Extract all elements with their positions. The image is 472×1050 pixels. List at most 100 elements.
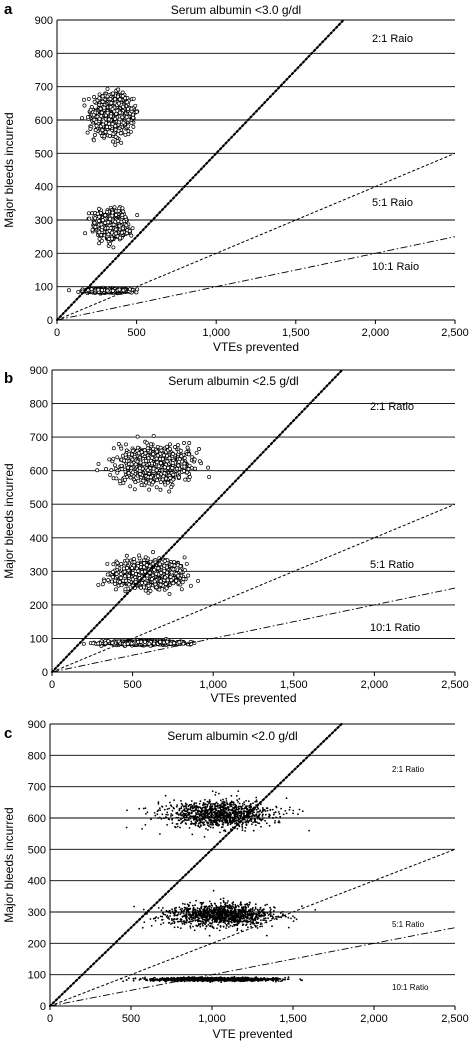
data-point	[121, 209, 126, 214]
data-point	[115, 470, 120, 475]
data-point	[87, 216, 92, 221]
data-point	[95, 114, 100, 119]
y-tick-label: 600	[28, 813, 46, 825]
scatter-points	[120, 790, 317, 984]
data-point	[103, 130, 108, 134]
data-point	[115, 560, 120, 565]
x-tick-label: 2,000	[361, 679, 389, 691]
data-point	[114, 571, 119, 576]
data-point	[107, 121, 112, 126]
panel-label: b	[4, 370, 13, 387]
data-point	[136, 569, 141, 573]
data-point	[130, 452, 134, 457]
y-tick-label: 0	[40, 1001, 46, 1013]
y-tick-label: 400	[28, 876, 46, 888]
data-point	[96, 461, 101, 466]
data-point	[171, 567, 176, 572]
data-point	[89, 287, 94, 292]
data-point	[155, 449, 159, 454]
data-point	[177, 475, 181, 480]
ratio-label: 5:1 Ratio	[370, 559, 414, 571]
y-tick-label: 200	[30, 600, 48, 612]
y-tick-label: 500	[30, 499, 48, 511]
data-point	[151, 480, 155, 485]
data-point	[114, 476, 119, 481]
data-point	[160, 477, 165, 482]
data-point	[156, 464, 161, 469]
data-point	[168, 574, 173, 579]
data-point	[109, 236, 114, 241]
data-point	[109, 101, 114, 105]
data-point	[106, 578, 111, 583]
data-point	[264, 819, 266, 822]
data-point	[123, 452, 128, 457]
data-point	[121, 566, 126, 571]
data-point	[140, 570, 144, 575]
x-tick-label: 0	[49, 679, 55, 691]
ratio-label: 10:1 Ratio	[370, 622, 420, 634]
data-point	[169, 485, 174, 489]
data-point	[94, 119, 99, 124]
scatter-points	[81, 433, 212, 648]
y-tick-label: 400	[35, 182, 53, 194]
data-point	[132, 560, 137, 564]
data-point	[100, 582, 105, 587]
data-point	[156, 566, 161, 571]
data-point	[107, 134, 112, 138]
data-point	[186, 452, 191, 457]
data-point	[162, 471, 167, 476]
data-point	[146, 583, 151, 588]
data-point	[102, 105, 107, 110]
data-point	[176, 580, 181, 585]
x-tick-label: 2,500	[441, 679, 469, 691]
data-point	[121, 578, 126, 583]
data-point	[119, 463, 124, 468]
data-point	[119, 140, 124, 145]
data-point	[152, 579, 157, 584]
data-point	[186, 467, 191, 471]
x-axis-label: VTEs prevented	[210, 691, 296, 705]
data-point	[131, 96, 136, 101]
data-point	[123, 561, 128, 566]
data-point	[93, 225, 98, 229]
y-tick-label: 600	[30, 466, 48, 478]
data-point	[186, 573, 191, 578]
data-point	[171, 452, 175, 456]
data-point	[113, 97, 117, 102]
data-point	[152, 567, 157, 572]
y-tick-label: 700	[35, 82, 53, 94]
data-point	[85, 130, 90, 135]
data-point	[147, 641, 152, 646]
data-point	[149, 577, 154, 582]
data-point	[97, 96, 102, 101]
data-point	[125, 465, 130, 470]
data-point	[145, 468, 150, 473]
x-tick-label: 1,000	[198, 1013, 226, 1025]
data-point	[122, 642, 127, 647]
ratio-line-dashdot	[56, 236, 456, 321]
data-point	[143, 555, 148, 560]
data-point	[163, 575, 168, 580]
y-tick-label: 300	[35, 215, 53, 227]
data-point	[182, 469, 186, 473]
data-point	[181, 577, 186, 581]
data-point	[95, 468, 100, 473]
data-point	[121, 288, 126, 293]
data-point	[111, 245, 116, 250]
data-point	[168, 442, 172, 447]
data-point	[182, 568, 187, 573]
data-point	[122, 569, 127, 574]
data-point	[135, 213, 140, 218]
data-point	[136, 478, 141, 483]
data-point	[116, 208, 121, 213]
data-point	[132, 487, 137, 492]
data-point	[105, 288, 110, 293]
y-tick-label: 100	[35, 282, 53, 294]
data-point	[127, 229, 132, 233]
y-axis-label: Major bleeds incurred	[2, 112, 16, 227]
data-point	[110, 230, 114, 235]
data-point	[151, 433, 156, 438]
